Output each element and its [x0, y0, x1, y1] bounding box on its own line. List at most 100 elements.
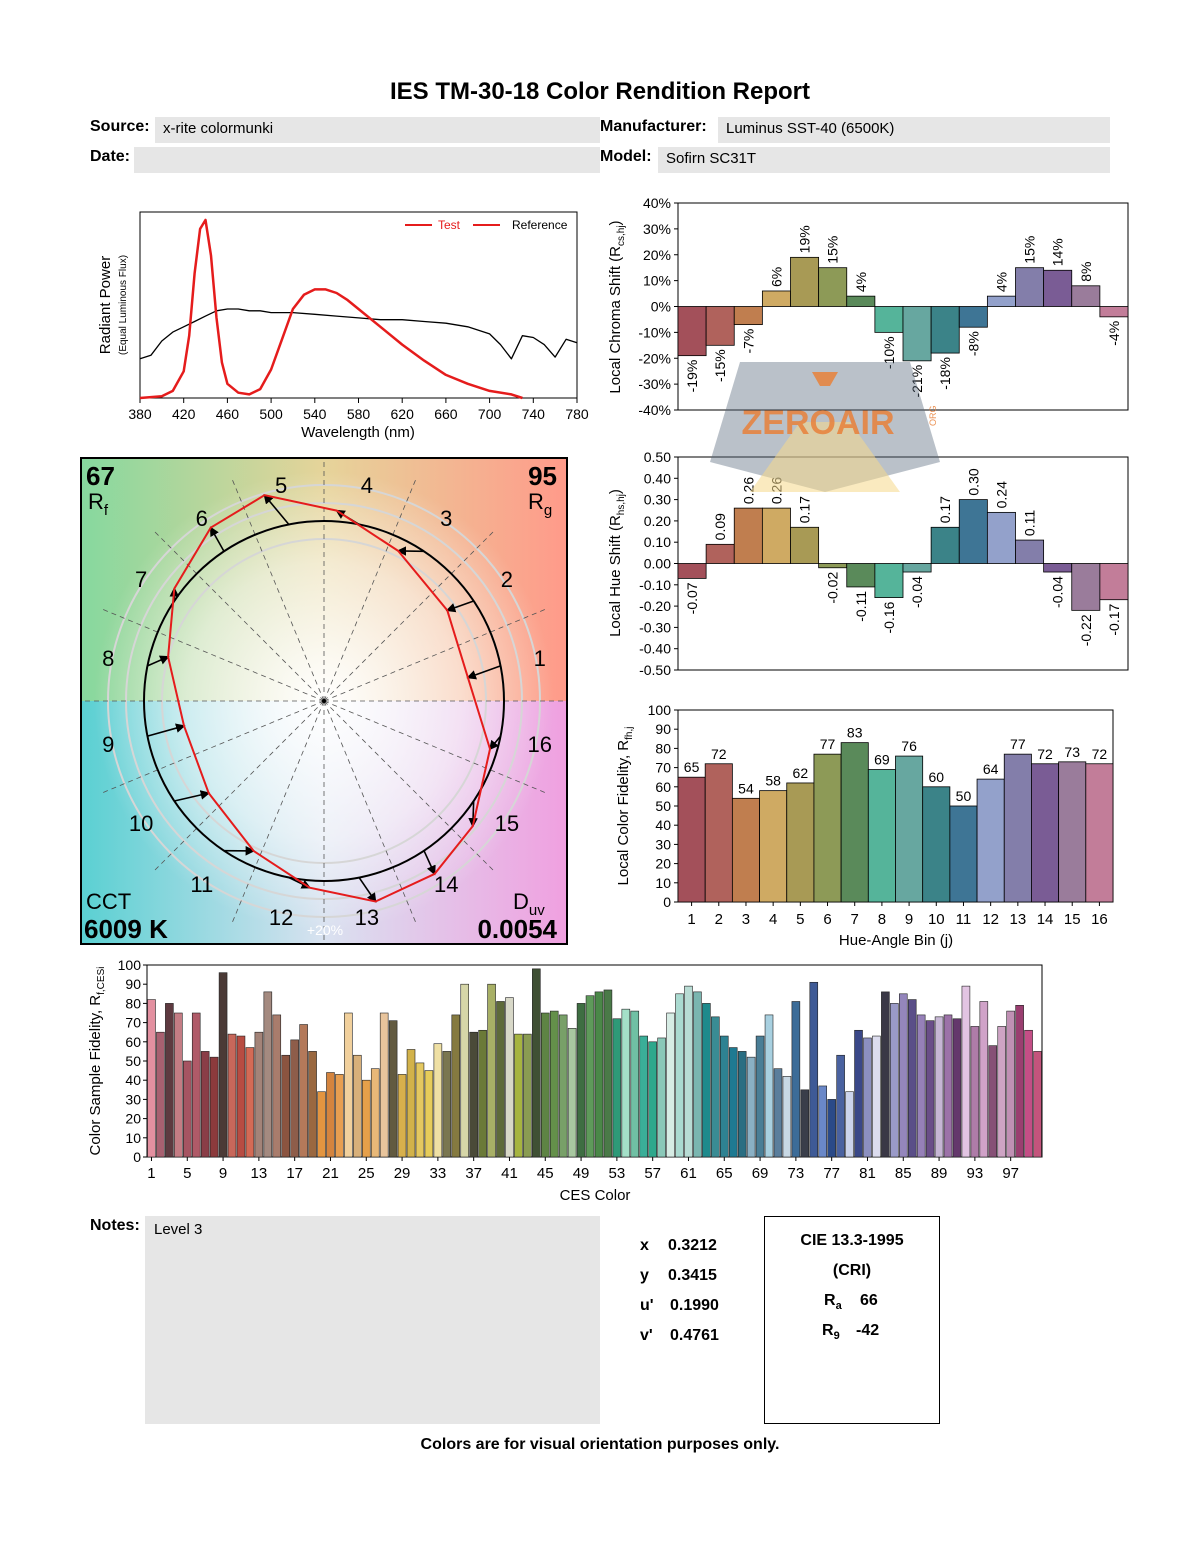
ces-bar	[621, 1008, 631, 1158]
ces-bar	[612, 1018, 622, 1158]
spd-y-axis-title: Radiant Power	[97, 256, 114, 354]
source-field: x-rite colormunki	[155, 117, 600, 143]
bar-bin-16	[1099, 306, 1129, 318]
vector-arrow	[147, 655, 170, 667]
ces-y-axis-title: Color Sample Fidelity, Rf,CESi	[87, 967, 107, 1156]
ces-bar	[728, 1047, 738, 1158]
bar-value-label: 4%	[993, 272, 1009, 292]
ces-x-tick-label: 77	[823, 1165, 840, 1182]
ces-bar	[890, 1003, 899, 1158]
rg-subscript: g	[544, 502, 552, 519]
ces-bar	[183, 1060, 192, 1158]
ces-bar	[558, 1014, 568, 1158]
bar-bin-11	[958, 306, 988, 328]
x-tick-label: 12	[982, 911, 999, 928]
cct-label: CCT	[86, 889, 131, 914]
ces-x-tick-label: 81	[859, 1165, 876, 1182]
ces-x-tick-label: 29	[394, 1165, 411, 1182]
fidelity-y-axis-title: Local Color Fidelity, Rfh,j	[615, 727, 635, 886]
ces-x-axis-title: CES Color	[560, 1187, 631, 1204]
local-hue-shift-chart: 0.500.400.300.200.100.00-0.10-0.20-0.30-…	[607, 449, 1129, 678]
ces-y-tick-label: 90	[125, 976, 141, 992]
ces-x-tick-label: 37	[465, 1165, 482, 1182]
y-tick-label: 40	[655, 817, 671, 833]
spd-x-tick-label: 380	[128, 406, 152, 422]
ces-bar	[523, 1033, 532, 1158]
ces-y-tick-label: 70	[125, 1015, 141, 1031]
ces-x-tick-label: 61	[680, 1165, 697, 1182]
ces-x-tick-label: 17	[286, 1165, 303, 1182]
ces-bar	[165, 1003, 174, 1158]
hue-bars: -0.070.090.260.260.17-0.02-0.11-0.16-0.0…	[677, 468, 1129, 646]
hue-y-axis-label: Local Hue Shift (R	[607, 515, 624, 637]
coord-v-label: v'	[640, 1327, 653, 1344]
spd-line-test	[139, 218, 523, 400]
x-tick-label: 2	[715, 911, 723, 928]
bar-value-label: -0.07	[684, 582, 700, 614]
spd-x-ticks: 380 420 460 500 540 580 620 660 700 740 780	[128, 398, 589, 422]
cri-ra-value: 66	[860, 1292, 878, 1309]
bar-bin-1	[677, 563, 707, 579]
ces-bar	[970, 1026, 980, 1158]
bar-value-label: 60	[928, 769, 944, 785]
cct-value: 6009 K	[84, 914, 168, 944]
spd-x-axis-title: Wavelength (nm)	[301, 424, 415, 441]
ces-bar	[496, 1001, 505, 1158]
ces-bar	[881, 991, 890, 1158]
ring-label: +20%	[307, 922, 343, 938]
ces-bar	[254, 1031, 264, 1158]
vector-bin-divider	[231, 700, 325, 923]
spd-x-tick-label: 580	[347, 406, 371, 422]
ces-bar	[209, 1056, 219, 1158]
vector-arrow	[209, 526, 225, 552]
vector-bin-divider	[323, 479, 417, 702]
date-field	[134, 147, 600, 173]
x-tick-label: 11	[956, 911, 972, 928]
y-tick-label: 0.40	[644, 470, 671, 486]
y-tick-label: -20%	[638, 350, 671, 366]
manufacturer-label: Manufacturer:	[600, 118, 707, 135]
y-tick-label: 10%	[643, 273, 671, 289]
bar-value-label: -0.16	[881, 601, 897, 633]
duv-value: 0.0054	[477, 914, 557, 944]
bar-bin-15	[1071, 563, 1101, 611]
bar-bin-1	[677, 306, 707, 357]
vector-bin-divider	[231, 479, 325, 702]
x-tick-label: 4	[769, 911, 777, 928]
rg-label: Rg	[528, 489, 552, 519]
rg-value: 95	[528, 461, 557, 491]
bar-value-label: -4%	[1106, 321, 1122, 346]
ces-bar	[675, 993, 684, 1158]
bar-bin-14	[1043, 269, 1073, 307]
vector-bin-divider	[323, 700, 417, 923]
vector-bin-label: 14	[434, 872, 458, 897]
ces-bar	[818, 1085, 827, 1158]
x-tick-label: 16	[1091, 911, 1108, 928]
bar-bin-8	[867, 769, 896, 903]
y-tick-label: 0.50	[644, 449, 671, 465]
ces-bar	[934, 1016, 944, 1158]
bar-bin-7	[840, 742, 869, 903]
ces-x-tick-label: 73	[788, 1165, 805, 1182]
ces-bar	[594, 991, 604, 1158]
bar-value-label: -19%	[684, 360, 700, 393]
y-tick-label: -0.10	[639, 577, 671, 593]
ces-bar	[317, 1091, 326, 1158]
x-tick-label: 14	[1037, 911, 1054, 928]
vector-bin-label: 5	[275, 473, 287, 498]
vector-bin-label: 9	[102, 732, 114, 757]
spd-plot-frame	[139, 211, 578, 399]
bar-value-label: 19%	[797, 225, 813, 253]
y-tick-label: 0.10	[644, 534, 671, 550]
bar-value-label: 58	[765, 773, 781, 789]
watermark-logo-text: ZEROAIR	[742, 404, 895, 442]
ces-bar	[782, 1076, 792, 1158]
ces-x-tick-label: 9	[219, 1165, 227, 1182]
ces-bar	[505, 997, 514, 1158]
bar-bin-1	[677, 776, 706, 903]
bar-bin-13	[1015, 539, 1045, 564]
bar-value-label: 76	[901, 738, 917, 754]
